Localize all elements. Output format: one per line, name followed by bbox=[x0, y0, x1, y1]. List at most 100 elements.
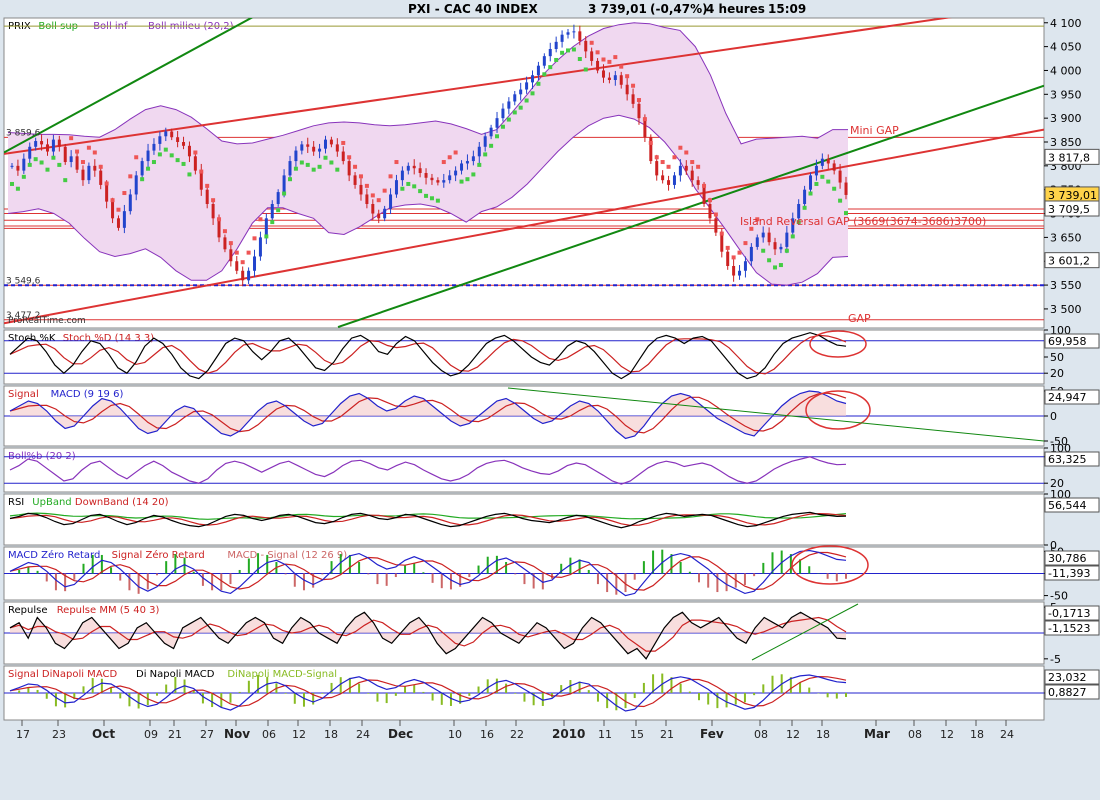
sar-dot-red bbox=[441, 160, 446, 165]
candle-body bbox=[631, 94, 635, 104]
candle-body bbox=[158, 136, 162, 144]
candle-body bbox=[536, 65, 540, 76]
candle-body bbox=[394, 180, 398, 195]
sar-dot-green bbox=[418, 189, 423, 194]
candle-body bbox=[471, 156, 475, 162]
y-tick-label: 3 850 bbox=[1050, 136, 1082, 149]
price-label: 3 739,01 bbox=[1048, 189, 1097, 202]
sar-dot-red bbox=[341, 140, 346, 145]
sar-dot-green bbox=[305, 162, 310, 167]
sar-dot-green bbox=[790, 234, 795, 239]
candle-body bbox=[10, 165, 14, 167]
legend-entry: Repulse bbox=[8, 605, 47, 616]
panel-frame bbox=[3, 447, 1045, 493]
sar-dot-red bbox=[702, 183, 707, 188]
candle-body bbox=[738, 270, 742, 276]
sar-dot-green bbox=[169, 153, 174, 158]
sar-dot-green bbox=[471, 172, 476, 177]
x-day-label: 10 bbox=[448, 728, 462, 741]
value-label-box bbox=[1044, 684, 1100, 700]
price-label: 3 709,5 bbox=[1048, 203, 1090, 216]
sar-dot-red bbox=[217, 217, 222, 222]
sar-dot-green bbox=[808, 191, 813, 196]
candle-body bbox=[34, 141, 38, 147]
candle-body bbox=[69, 156, 73, 163]
candle-body bbox=[667, 180, 671, 185]
highlight-ellipse bbox=[809, 330, 867, 358]
candle-body bbox=[519, 89, 523, 95]
legend-entry: UpBand bbox=[32, 497, 71, 508]
candle-body bbox=[755, 237, 759, 247]
candle-body bbox=[495, 118, 499, 128]
sar-dot-red bbox=[725, 245, 730, 250]
sar-dot-green bbox=[175, 158, 180, 163]
candle-body bbox=[761, 232, 765, 238]
sar-dot-red bbox=[98, 164, 103, 169]
price-label-box bbox=[1044, 252, 1100, 269]
y-tick-label: 4 100 bbox=[1050, 17, 1082, 30]
candle-body bbox=[489, 127, 493, 137]
candle-body bbox=[513, 94, 517, 102]
sar-dot-red bbox=[382, 188, 387, 193]
legend-entry: MACD Zéro Retard bbox=[8, 549, 100, 561]
x-day-label: 24 bbox=[356, 728, 370, 741]
candle-body bbox=[217, 218, 221, 238]
sar-dot-green bbox=[27, 162, 32, 167]
area-fill bbox=[10, 612, 846, 659]
candle-body bbox=[560, 34, 564, 42]
sar-dot-green bbox=[270, 220, 275, 225]
candle-body bbox=[678, 165, 682, 176]
value-label-box bbox=[1044, 497, 1100, 513]
sar-dot-red bbox=[595, 50, 600, 55]
candle-body bbox=[726, 251, 730, 266]
sar-dot-green bbox=[506, 117, 511, 122]
candle-body bbox=[116, 218, 120, 228]
candle-body bbox=[211, 204, 215, 219]
sar-dot-green bbox=[276, 208, 281, 213]
candle-body bbox=[63, 146, 67, 163]
left-level-label: 3 549,6 bbox=[6, 276, 41, 286]
panel-frame bbox=[3, 329, 1045, 385]
sar-dot-green bbox=[542, 72, 547, 77]
trendline-red bbox=[4, 18, 952, 155]
candle-body bbox=[270, 204, 274, 219]
candle-body bbox=[57, 139, 61, 147]
candle-body bbox=[826, 158, 830, 164]
candle-body bbox=[51, 139, 55, 152]
sar-dot-green bbox=[773, 265, 778, 270]
sar-dot-green bbox=[826, 179, 831, 184]
sar-dot-green bbox=[583, 67, 588, 72]
candle-body bbox=[720, 232, 724, 252]
sar-dot-green bbox=[412, 184, 417, 189]
candle-body bbox=[655, 161, 659, 176]
candle-body bbox=[282, 175, 286, 193]
value-label-box bbox=[1044, 605, 1100, 621]
sar-dot-red bbox=[252, 236, 257, 241]
x-day-label: 15 bbox=[630, 728, 644, 741]
sar-dot-red bbox=[713, 212, 718, 217]
candle-body bbox=[193, 156, 197, 171]
sar-dot-red bbox=[134, 155, 139, 160]
sar-dot-green bbox=[288, 177, 292, 182]
sar-dot-red bbox=[666, 164, 671, 169]
highlight-ellipse bbox=[805, 390, 871, 430]
sar-dot-red bbox=[364, 183, 369, 188]
sar-dot-green bbox=[802, 205, 807, 210]
sar-dot-green bbox=[424, 193, 429, 198]
candle-body bbox=[164, 131, 168, 137]
sar-dot-red bbox=[80, 160, 85, 165]
sar-dot-green bbox=[577, 57, 582, 62]
sar-dot-red bbox=[234, 250, 239, 255]
candle-body bbox=[16, 165, 20, 171]
legend-entry: MACD - Signal (12 26 9) bbox=[227, 550, 347, 561]
sar-dot-green bbox=[181, 161, 186, 166]
sar-dot-red bbox=[607, 59, 612, 64]
sar-dot-green bbox=[51, 155, 56, 160]
y-tick-label: 4 050 bbox=[1050, 41, 1082, 54]
sar-dot-green bbox=[187, 172, 192, 177]
sar-dot-red bbox=[743, 241, 748, 246]
candle-body bbox=[743, 261, 747, 271]
right-value-labels: 24,947 bbox=[1044, 389, 1100, 405]
sar-dot-green bbox=[45, 167, 50, 172]
